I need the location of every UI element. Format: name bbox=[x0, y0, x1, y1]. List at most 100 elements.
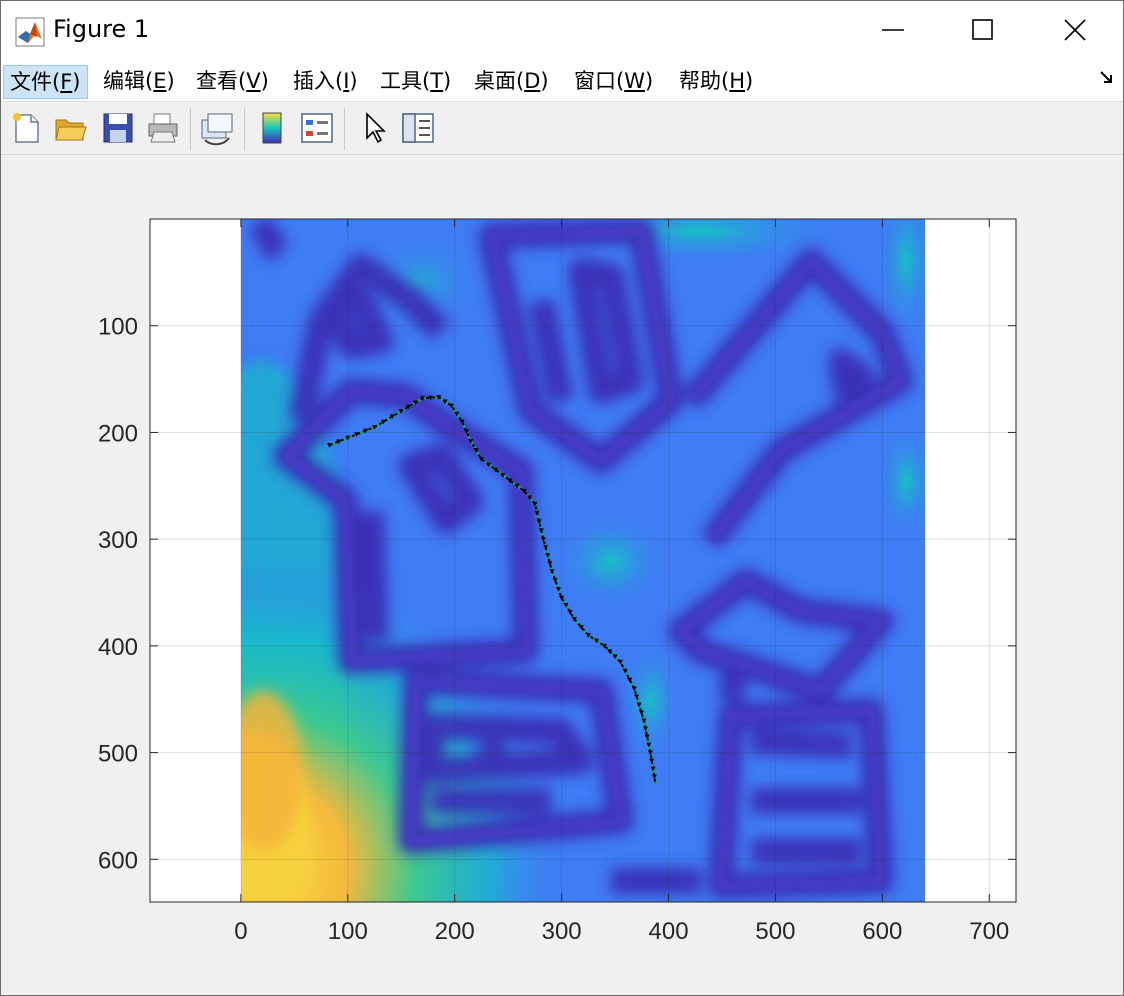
path-marker bbox=[532, 501, 538, 507]
path-marker bbox=[552, 578, 558, 583]
path-marker bbox=[428, 395, 434, 401]
path-marker bbox=[650, 766, 656, 772]
x-tick-label: 400 bbox=[649, 918, 689, 945]
close-icon bbox=[1064, 19, 1086, 41]
path-marker bbox=[436, 395, 442, 400]
minimize-button[interactable] bbox=[847, 1, 939, 59]
menu-view[interactable]: 查看(V) bbox=[196, 69, 269, 93]
new-file-icon[interactable] bbox=[9, 110, 45, 146]
path-marker bbox=[486, 462, 492, 467]
path-marker bbox=[454, 411, 460, 417]
save-icon[interactable] bbox=[100, 110, 136, 146]
path-marker bbox=[345, 435, 351, 441]
axis-ticks: 0 100 200 300 400 500 600 700 100 200 300 400 500 600 bbox=[98, 219, 1016, 945]
property-inspector-icon[interactable] bbox=[400, 110, 436, 146]
maximize-icon bbox=[972, 19, 993, 40]
print-icon[interactable] bbox=[145, 110, 181, 146]
path-marker bbox=[651, 774, 657, 780]
path-marker bbox=[634, 694, 640, 700]
path-marker bbox=[585, 633, 591, 638]
x-tick-label: 100 bbox=[328, 918, 368, 945]
grid-lines bbox=[150, 219, 1016, 902]
toolbar-separator bbox=[244, 108, 245, 150]
y-tick-label: 100 bbox=[98, 314, 138, 341]
y-tick-label: 200 bbox=[98, 420, 138, 447]
path-marker bbox=[468, 439, 474, 444]
path-marker bbox=[354, 432, 360, 437]
path-marker bbox=[527, 495, 532, 500]
path-marker bbox=[649, 758, 655, 764]
path-marker bbox=[534, 510, 540, 516]
path-marker bbox=[631, 686, 637, 692]
menu-help[interactable]: 帮助(H) bbox=[679, 69, 754, 93]
path-marker bbox=[571, 617, 577, 622]
path-marker bbox=[540, 537, 546, 542]
toolbar-separator bbox=[190, 108, 191, 150]
path-marker bbox=[612, 654, 618, 659]
menu-window[interactable]: 窗口(W) bbox=[574, 69, 654, 93]
x-tick-label: 600 bbox=[862, 918, 902, 945]
menu-insert[interactable]: 插入(I) bbox=[293, 69, 358, 93]
path-marker bbox=[555, 587, 561, 592]
dock-arrow-icon[interactable] bbox=[1099, 69, 1115, 85]
path-marker bbox=[643, 726, 648, 732]
toolbar bbox=[1, 101, 1123, 155]
path-marker bbox=[636, 702, 642, 708]
planned-path bbox=[327, 395, 657, 785]
toolbar-separator bbox=[344, 108, 345, 150]
maximize-button[interactable] bbox=[937, 1, 1029, 59]
window-title: Figure 1 bbox=[53, 15, 150, 43]
close-button[interactable] bbox=[1029, 1, 1121, 59]
path-marker bbox=[545, 553, 551, 558]
menu-file[interactable]: 文件(F) bbox=[3, 65, 88, 99]
path-marker bbox=[327, 443, 333, 448]
x-tick-label: 500 bbox=[755, 918, 795, 945]
heatmap-image bbox=[241, 219, 925, 902]
link-plot-icon[interactable] bbox=[199, 110, 235, 146]
path-marker bbox=[405, 404, 411, 410]
path-marker bbox=[389, 414, 395, 419]
path-marker bbox=[559, 595, 565, 601]
pointer-icon[interactable] bbox=[357, 110, 393, 146]
path-marker bbox=[617, 659, 623, 665]
y-tick-label: 500 bbox=[98, 741, 138, 768]
title-bar: Figure 1 bbox=[1, 1, 1123, 59]
path-marker bbox=[593, 638, 599, 643]
path-marker bbox=[514, 483, 520, 489]
path-marker bbox=[420, 396, 426, 401]
path-marker bbox=[413, 400, 418, 406]
path-marker bbox=[646, 742, 652, 748]
path-marker bbox=[563, 603, 569, 608]
path-marker bbox=[507, 478, 513, 483]
x-tick-label: 200 bbox=[435, 918, 475, 945]
x-tick-label: 700 bbox=[969, 918, 1009, 945]
minimize-icon bbox=[882, 29, 904, 31]
menu-desktop[interactable]: 桌面(D) bbox=[474, 69, 549, 93]
path-marker bbox=[622, 668, 628, 674]
legend-icon[interactable] bbox=[299, 110, 335, 146]
colorbar-icon[interactable] bbox=[254, 110, 290, 146]
y-tick-label: 300 bbox=[98, 527, 138, 554]
path-marker bbox=[449, 403, 454, 409]
y-tick-label: 600 bbox=[98, 847, 138, 874]
figure-canvas: 0 100 200 300 400 500 600 700 100 200 300 400 500 600 bbox=[98, 218, 1017, 945]
x-tick-label: 300 bbox=[542, 918, 582, 945]
path-marker bbox=[380, 419, 386, 425]
path-marker bbox=[500, 473, 506, 478]
path-marker bbox=[578, 625, 584, 630]
path-marker bbox=[536, 519, 542, 524]
path-marker bbox=[478, 457, 484, 462]
menu-edit[interactable]: 编辑(E) bbox=[103, 69, 175, 93]
path-marker bbox=[549, 569, 555, 574]
axes-frame bbox=[149, 218, 1017, 903]
menu-tools[interactable]: 工具(T) bbox=[380, 69, 452, 93]
matlab-logo-icon bbox=[15, 17, 45, 47]
path-marker bbox=[639, 710, 644, 716]
path-marker bbox=[644, 734, 650, 740]
path-marker bbox=[543, 545, 549, 550]
path-marker bbox=[459, 419, 465, 425]
path-marker bbox=[547, 561, 553, 566]
open-folder-icon[interactable] bbox=[53, 110, 89, 146]
x-tick-label: 0 bbox=[234, 918, 247, 945]
